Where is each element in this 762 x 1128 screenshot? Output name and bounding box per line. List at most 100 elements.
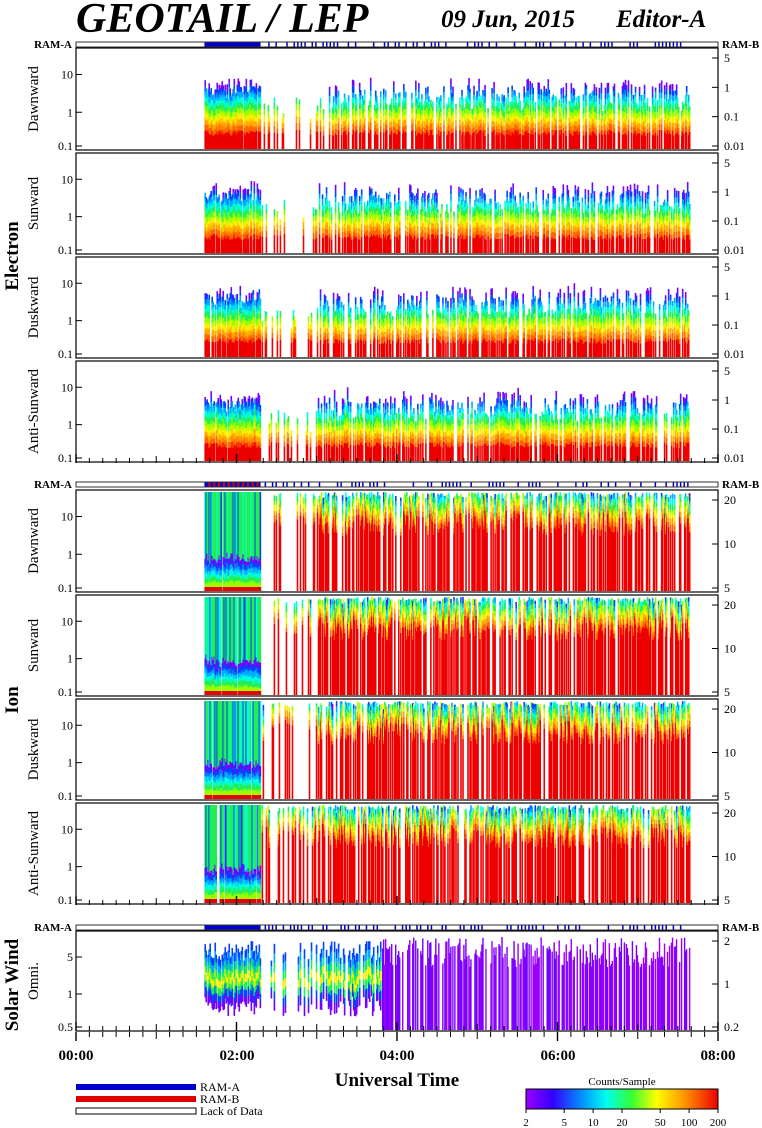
cell-red	[334, 234, 337, 253]
cell	[477, 222, 479, 229]
cell	[434, 202, 436, 209]
cell-red	[420, 134, 422, 149]
cell	[509, 213, 511, 220]
cell	[512, 205, 514, 213]
cell	[600, 229, 603, 236]
ram-a-tick	[434, 42, 436, 47]
cell	[527, 203, 530, 209]
cell	[239, 227, 242, 232]
cell	[600, 118, 603, 126]
cell	[563, 230, 566, 237]
cell	[532, 122, 535, 129]
cell	[207, 199, 210, 204]
cell-red	[409, 233, 411, 253]
cell	[378, 219, 381, 224]
cell-red	[230, 135, 233, 149]
cell	[663, 199, 666, 206]
cell	[475, 230, 477, 237]
cell	[484, 225, 486, 232]
cell	[565, 215, 568, 223]
cell	[558, 119, 561, 126]
cell-red	[257, 131, 260, 149]
cell	[243, 110, 246, 117]
cell-red	[648, 237, 651, 253]
cell	[413, 226, 415, 234]
cell	[223, 114, 226, 121]
cell	[409, 199, 411, 206]
cell	[595, 113, 598, 120]
cell	[480, 208, 482, 213]
cell-red	[222, 134, 225, 149]
cell	[234, 112, 237, 118]
cell	[466, 127, 468, 132]
cell	[674, 90, 677, 95]
cell	[369, 206, 372, 213]
cell	[561, 223, 564, 229]
cell	[219, 87, 222, 93]
cell	[422, 223, 424, 230]
cell	[485, 228, 487, 234]
cell	[372, 210, 375, 217]
cell-red	[382, 132, 385, 149]
cell	[230, 125, 233, 130]
cell	[240, 106, 243, 113]
cell	[526, 208, 529, 213]
cell	[210, 222, 213, 230]
cell	[526, 96, 529, 101]
cell	[445, 231, 447, 237]
cell-red	[633, 235, 636, 253]
cell	[622, 202, 625, 209]
cell	[447, 105, 449, 111]
cell	[683, 234, 686, 240]
cell	[514, 206, 516, 212]
cell	[495, 123, 497, 129]
cell	[600, 114, 603, 119]
panels-layer: RAM-A RAM-B1010.1510.10.01Dawnward1010.15…	[26, 39, 760, 1041]
cell	[207, 222, 210, 227]
cell	[390, 98, 393, 105]
cell	[238, 125, 241, 130]
cell	[427, 217, 429, 223]
ram-a-tick	[325, 42, 328, 47]
cell	[399, 102, 401, 107]
cell	[332, 96, 335, 103]
cell	[546, 219, 549, 225]
cell	[633, 189, 636, 197]
cell-red	[321, 237, 324, 253]
cell	[512, 102, 514, 109]
cell	[421, 220, 423, 227]
cell	[427, 232, 429, 238]
cell	[555, 119, 558, 126]
cell	[513, 127, 515, 135]
cell	[497, 222, 499, 227]
cell-red	[352, 238, 355, 253]
cell	[553, 102, 556, 108]
cell	[238, 81, 241, 86]
cell	[416, 103, 418, 109]
cell	[504, 222, 506, 229]
cell	[393, 201, 396, 206]
cell	[253, 187, 256, 194]
cell-red	[328, 134, 331, 149]
cell	[367, 105, 370, 112]
cell	[522, 195, 524, 202]
cell	[358, 92, 361, 98]
cell	[335, 97, 338, 105]
cell	[253, 193, 256, 200]
cell	[395, 129, 398, 135]
cell	[625, 85, 628, 91]
cell	[489, 222, 491, 228]
cell-red	[379, 131, 382, 149]
cell	[461, 222, 463, 228]
cell	[570, 207, 573, 214]
cell	[234, 221, 237, 226]
cell	[415, 100, 417, 107]
cell	[384, 124, 387, 132]
cell	[600, 196, 603, 204]
cell	[212, 190, 215, 196]
cell	[654, 91, 657, 99]
cell	[643, 121, 646, 127]
cell	[226, 90, 229, 95]
cell	[576, 189, 579, 195]
cell	[276, 128, 279, 134]
